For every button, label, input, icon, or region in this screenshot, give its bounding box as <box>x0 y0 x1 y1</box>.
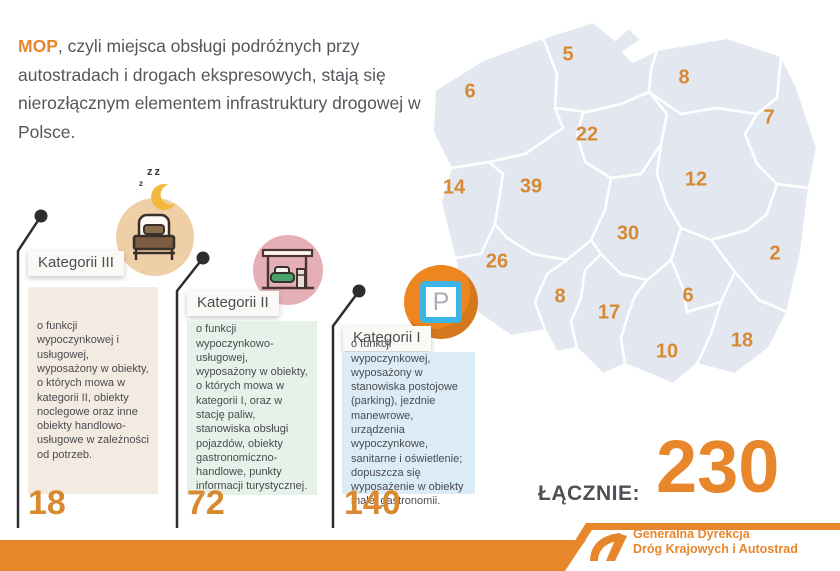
poland-map: 6 5 8 7 22 14 39 12 30 26 2 8 17 6 10 18 <box>425 12 830 404</box>
sleep-zz-text: zz <box>147 166 162 178</box>
category-2-label: Kategorii II <box>187 291 279 316</box>
region-count: 14 <box>442 176 466 199</box>
gddkia-logo-line1: Generalna Dyrekcja <box>633 527 750 541</box>
moon-icon <box>151 184 176 210</box>
region-count: 7 <box>763 106 775 129</box>
category-2-description: o funkcji wypoczynkowo-usługowej, wyposa… <box>196 323 308 493</box>
total-value: 230 <box>656 425 780 508</box>
region-count: 17 <box>597 301 621 324</box>
region-count: 6 <box>464 80 476 103</box>
sleep-z-text: z <box>139 179 143 188</box>
category-2-count: 72 <box>187 484 225 522</box>
logo-plate-stripe <box>556 523 840 571</box>
region-count: 8 <box>678 66 690 89</box>
parking-letter-badge: P <box>420 281 462 323</box>
region-count: 5 <box>562 43 574 66</box>
fuel-station-glyph <box>261 248 314 290</box>
gddkia-logo-line2: Dróg Krajowych i Autostrad <box>633 542 798 556</box>
category-1-label: Kategorii I <box>343 326 431 351</box>
intro-text: MOP, czyli miejsca obsługi podróżnych pr… <box>18 32 428 146</box>
bed-glyph <box>132 213 176 260</box>
total-label: ŁĄCZNIE: <box>538 482 640 505</box>
region-count: 8 <box>554 285 566 308</box>
gddkia-logo-icon <box>590 533 627 561</box>
region-count: 18 <box>730 329 754 352</box>
poland-map-shape <box>432 21 818 385</box>
category-1-description-box: o funkcji wypoczynkowej, wyposażony w st… <box>342 338 475 507</box>
category-2-description-box: o funkcji wypoczynkowo-usługowej, wyposa… <box>187 321 317 495</box>
region-count: 6 <box>682 284 694 307</box>
footer-bar <box>0 540 586 571</box>
region-count: 22 <box>575 123 599 146</box>
region-count: 26 <box>485 250 509 273</box>
bed-night-icon <box>116 198 194 276</box>
region-count: 2 <box>769 242 781 265</box>
region-count: 30 <box>616 222 640 245</box>
region-count: 39 <box>519 175 543 198</box>
region-count: 10 <box>655 340 679 363</box>
category-3-label: Kategorii III <box>28 251 124 276</box>
category-1-count: 140 <box>344 484 401 522</box>
intro-highlight: MOP <box>18 36 58 56</box>
category-3-count: 18 <box>28 484 66 522</box>
region-count: 12 <box>684 168 708 191</box>
intro-body: , czyli miejsca obsługi podróżnych przy … <box>18 36 421 142</box>
category-1-description: o funkcji wypoczynkowej, wyposażony w st… <box>351 338 464 508</box>
category-3-description: o funkcji wypoczynkowej i usługowej, wyp… <box>37 320 149 461</box>
gddkia-logo-text: Generalna Dyrekcja Dróg Krajowych i Auto… <box>633 527 798 557</box>
category-3-description-box: o funkcji wypoczynkowej i usługowej, wyp… <box>28 287 158 494</box>
